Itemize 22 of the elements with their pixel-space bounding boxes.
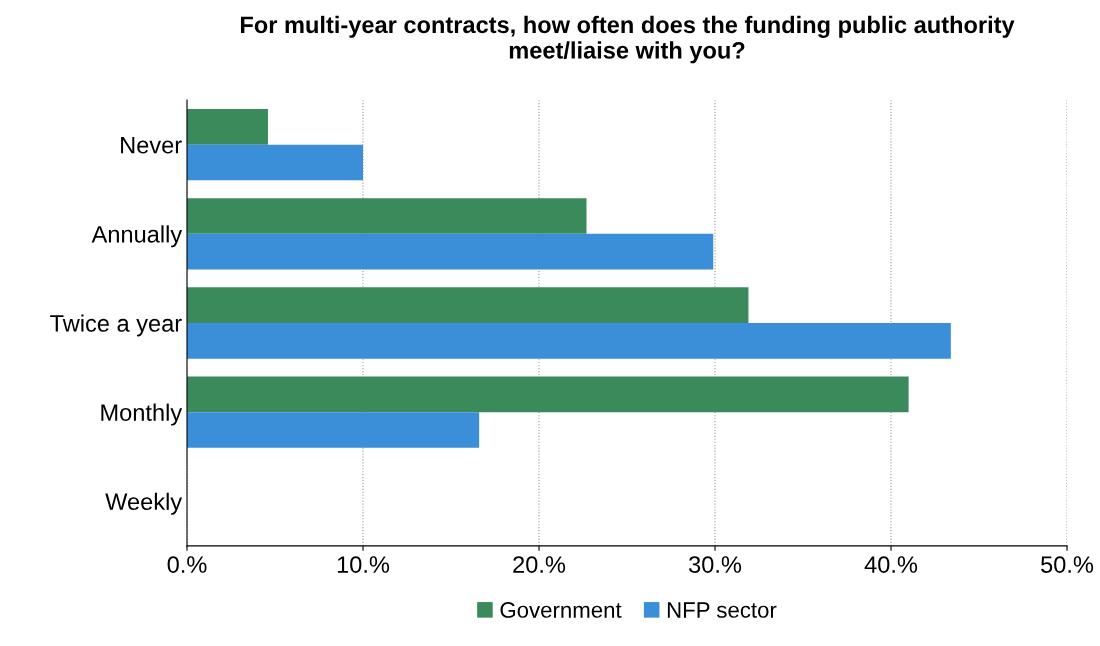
y-tick-label: Weekly: [105, 492, 183, 515]
y-tick-label: Monthly: [101, 403, 183, 426]
y-tick-label: Never: [121, 137, 182, 154]
legend-label: NFP sector: [667, 602, 777, 618]
bar: [187, 287, 749, 323]
x-tick-label: 10.%: [337, 556, 390, 573]
bar: [187, 376, 909, 413]
bar: [187, 323, 951, 359]
y-tick-label: Twice a year: [50, 314, 182, 337]
x-tick-label: 50.%: [1041, 556, 1094, 573]
chart-title: For multi-year contracts, how often does the funding public authority meet/liaise with you?: [240, 15, 1015, 64]
bar: [187, 144, 363, 181]
x-tick-label: 0.%: [167, 556, 207, 573]
x-tick-label: 40.%: [864, 556, 918, 573]
y-tick-label: Annually: [91, 225, 183, 248]
bar: [187, 109, 268, 145]
x-tick-label: 20.%: [513, 556, 566, 573]
bar: [187, 198, 587, 234]
bar: [187, 233, 714, 270]
legend-label: Government: [500, 602, 622, 618]
x-tick-label: 30.%: [688, 556, 742, 573]
bar: [187, 412, 480, 448]
